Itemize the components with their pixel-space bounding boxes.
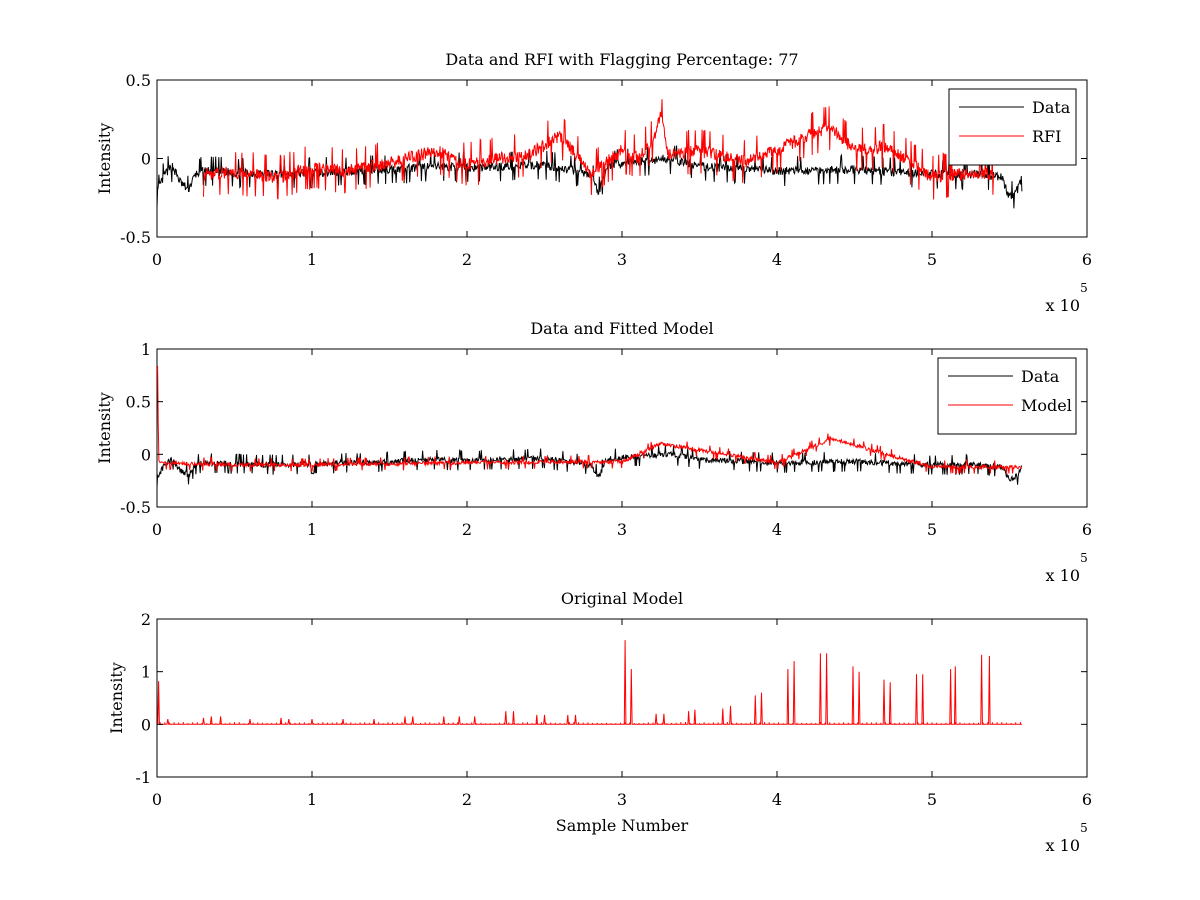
y-tick-label: 2 xyxy=(141,610,151,629)
x-exponent-power: 5 xyxy=(1080,281,1088,295)
y-axis-label: Intensity xyxy=(107,662,126,734)
x-exponent-label: x 10 xyxy=(1046,566,1080,585)
y-tick-label: -1 xyxy=(135,768,151,787)
series-minor-spikes-1 xyxy=(159,722,1021,725)
x-exponent-label: x 10 xyxy=(1046,296,1080,315)
legend-box xyxy=(937,357,1077,435)
legend-label-2: Model xyxy=(1021,396,1072,415)
y-tick-label: -0.5 xyxy=(120,498,151,517)
legend-label-1: Data xyxy=(1032,98,1071,117)
y-axis-label: Intensity xyxy=(95,392,114,464)
series-group xyxy=(157,365,1023,488)
y-tick-label: 0 xyxy=(141,715,151,734)
x-tick-label: 0 xyxy=(152,520,162,539)
series-line-1 xyxy=(157,640,1022,725)
x-tick-label: 2 xyxy=(462,250,472,269)
x-tick-label: 3 xyxy=(617,520,627,539)
x-tick-label: 6 xyxy=(1082,790,1092,809)
series-group xyxy=(157,99,1023,209)
legend-box xyxy=(948,88,1077,166)
x-tick-label: 1 xyxy=(307,790,317,809)
y-tick-label: 1 xyxy=(141,340,151,359)
series-line-2 xyxy=(157,365,1022,474)
x-tick-label: 6 xyxy=(1082,520,1092,539)
chart-title: Data and RFI with Flagging Percentage: 7… xyxy=(445,50,798,69)
x-tick-label: 2 xyxy=(462,790,472,809)
y-tick-label: 0 xyxy=(141,445,151,464)
plot-area xyxy=(156,79,1088,238)
chart-title: Data and Fitted Model xyxy=(530,319,713,338)
x-tick-label: 3 xyxy=(617,790,627,809)
legend: Data Model xyxy=(937,357,1077,435)
plot-area xyxy=(156,618,1088,778)
y-tick-label: 1 xyxy=(141,663,151,682)
x-tick-label: 4 xyxy=(772,790,782,809)
legend: Data RFI xyxy=(948,88,1077,166)
x-exponent-power: 5 xyxy=(1080,821,1088,835)
x-tick-label: 5 xyxy=(927,520,937,539)
series-group xyxy=(157,640,1022,725)
y-tick-label: -0.5 xyxy=(120,228,151,247)
x-tick-label: 6 xyxy=(1082,250,1092,269)
y-tick-label: 0.5 xyxy=(126,393,151,412)
x-tick-label: 1 xyxy=(307,520,317,539)
x-tick-label: 3 xyxy=(617,250,627,269)
x-tick-label: 5 xyxy=(927,790,937,809)
legend-label-2: RFI xyxy=(1032,127,1061,146)
x-exponent-power: 5 xyxy=(1080,551,1088,565)
y-axis-label: Intensity xyxy=(95,123,114,195)
x-tick-label: 0 xyxy=(152,250,162,269)
x-tick-label: 1 xyxy=(307,250,317,269)
y-tick-label: 0.5 xyxy=(126,71,151,90)
x-axis-label: Sample Number xyxy=(556,816,689,835)
x-tick-label: 0 xyxy=(152,790,162,809)
x-tick-label: 5 xyxy=(927,250,937,269)
series-line-2 xyxy=(203,99,995,200)
legend-label-1: Data xyxy=(1021,367,1060,386)
y-tick-label: 0 xyxy=(141,150,151,169)
plot-area xyxy=(156,348,1088,508)
x-tick-label: 2 xyxy=(462,520,472,539)
x-exponent-label: x 10 xyxy=(1046,836,1080,855)
chart-title: Original Model xyxy=(561,589,683,608)
x-tick-label: 4 xyxy=(772,250,782,269)
x-tick-label: 4 xyxy=(772,520,782,539)
